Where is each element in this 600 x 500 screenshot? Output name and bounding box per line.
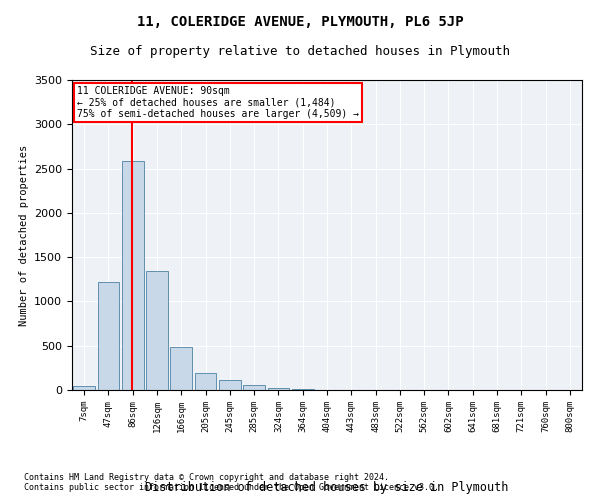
Text: 11, COLERIDGE AVENUE, PLYMOUTH, PL6 5JP: 11, COLERIDGE AVENUE, PLYMOUTH, PL6 5JP — [137, 15, 463, 29]
Bar — [194, 373, 217, 390]
Bar — [292, 389, 314, 390]
Bar — [243, 384, 265, 390]
Bar — [122, 162, 143, 390]
Bar — [170, 346, 192, 390]
X-axis label: Distribution of detached houses by size in Plymouth: Distribution of detached houses by size … — [145, 480, 509, 494]
Text: Size of property relative to detached houses in Plymouth: Size of property relative to detached ho… — [90, 45, 510, 58]
Y-axis label: Number of detached properties: Number of detached properties — [19, 144, 29, 326]
Text: 11 COLERIDGE AVENUE: 90sqm
← 25% of detached houses are smaller (1,484)
75% of s: 11 COLERIDGE AVENUE: 90sqm ← 25% of deta… — [77, 86, 359, 120]
Text: Contains public sector information licensed under the Open Government Licence v3: Contains public sector information licen… — [24, 482, 439, 492]
Bar — [219, 380, 241, 390]
Bar — [97, 282, 119, 390]
Text: Contains HM Land Registry data © Crown copyright and database right 2024.: Contains HM Land Registry data © Crown c… — [24, 472, 389, 482]
Bar — [146, 272, 168, 390]
Bar — [73, 386, 95, 390]
Bar — [268, 388, 289, 390]
